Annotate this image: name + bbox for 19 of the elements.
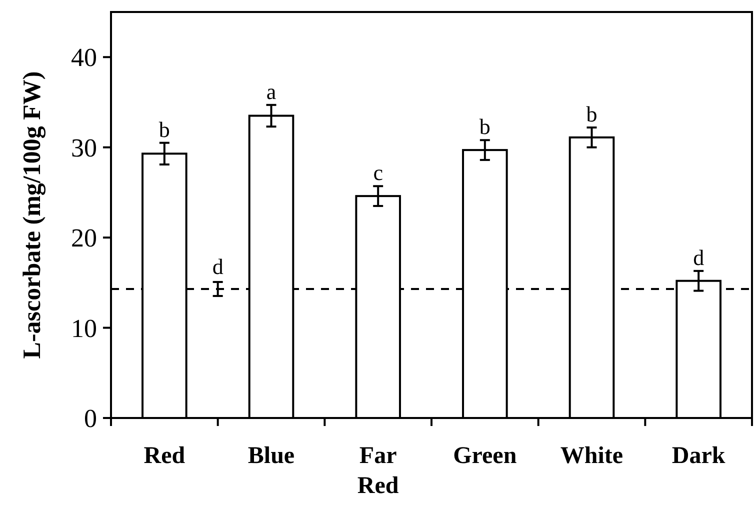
y-tick-label: 40: [71, 43, 97, 72]
data-label: a: [266, 78, 276, 104]
data-label: b: [479, 114, 490, 140]
data-label: b: [586, 101, 598, 126]
y-axis-title: L-ascorbate (mg/100g FW): [19, 71, 46, 359]
y-tick-label: 10: [71, 314, 97, 343]
x-tick-label: Red: [144, 443, 186, 469]
data-label: b: [158, 116, 170, 142]
ref-line-label: d: [212, 254, 224, 279]
x-tick-label: Blue: [248, 443, 295, 469]
x-tick-label: White: [560, 443, 624, 469]
y-tick-label: 0: [84, 404, 97, 434]
x-tick-label: Dark: [672, 443, 726, 469]
y-tick-label: 30: [71, 133, 97, 162]
y-tick-label: 20: [71, 224, 97, 253]
x-tick-label: Far Red: [357, 443, 400, 499]
data-label: d: [693, 244, 704, 270]
data-label: c: [373, 160, 384, 186]
x-tick-label: Green: [453, 443, 517, 469]
